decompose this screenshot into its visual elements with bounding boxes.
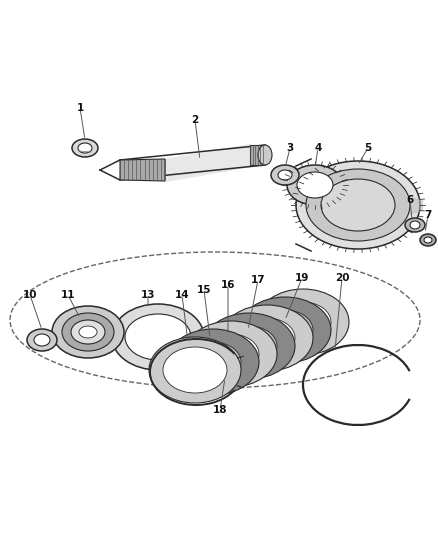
Ellipse shape bbox=[278, 170, 292, 180]
Text: 15: 15 bbox=[197, 285, 211, 295]
Ellipse shape bbox=[167, 329, 259, 395]
Ellipse shape bbox=[71, 320, 105, 344]
Text: 18: 18 bbox=[213, 405, 227, 415]
Ellipse shape bbox=[112, 304, 204, 370]
Ellipse shape bbox=[239, 297, 331, 363]
Ellipse shape bbox=[52, 306, 124, 358]
Ellipse shape bbox=[306, 169, 410, 241]
Ellipse shape bbox=[27, 329, 57, 351]
Ellipse shape bbox=[185, 342, 241, 382]
Ellipse shape bbox=[257, 289, 349, 355]
Text: 6: 6 bbox=[406, 195, 413, 205]
Ellipse shape bbox=[410, 221, 420, 229]
Text: 4: 4 bbox=[314, 143, 321, 153]
Ellipse shape bbox=[185, 321, 277, 387]
Text: 5: 5 bbox=[364, 143, 371, 153]
Ellipse shape bbox=[72, 139, 98, 157]
Ellipse shape bbox=[79, 326, 97, 338]
Text: 20: 20 bbox=[335, 273, 349, 283]
Ellipse shape bbox=[221, 305, 313, 371]
Ellipse shape bbox=[287, 165, 343, 205]
Ellipse shape bbox=[271, 165, 299, 185]
Ellipse shape bbox=[420, 234, 436, 246]
Text: 2: 2 bbox=[191, 115, 198, 125]
Ellipse shape bbox=[149, 337, 241, 403]
Text: 19: 19 bbox=[295, 273, 309, 283]
Ellipse shape bbox=[296, 161, 420, 249]
Text: 7: 7 bbox=[424, 210, 432, 220]
Text: 11: 11 bbox=[61, 290, 75, 300]
Ellipse shape bbox=[203, 334, 259, 374]
Text: 16: 16 bbox=[221, 280, 235, 290]
Text: 17: 17 bbox=[251, 275, 265, 285]
Ellipse shape bbox=[203, 313, 295, 379]
Ellipse shape bbox=[297, 172, 333, 198]
Ellipse shape bbox=[125, 314, 191, 360]
Text: 3: 3 bbox=[286, 143, 293, 153]
Ellipse shape bbox=[62, 313, 114, 351]
Ellipse shape bbox=[275, 302, 331, 342]
Ellipse shape bbox=[257, 310, 313, 350]
Ellipse shape bbox=[163, 347, 227, 393]
Text: 10: 10 bbox=[23, 290, 37, 300]
Ellipse shape bbox=[321, 179, 395, 231]
Text: 1: 1 bbox=[76, 103, 84, 113]
Polygon shape bbox=[120, 159, 165, 181]
Ellipse shape bbox=[405, 218, 425, 232]
Text: 14: 14 bbox=[175, 290, 189, 300]
Polygon shape bbox=[250, 145, 263, 165]
Ellipse shape bbox=[78, 143, 92, 153]
Ellipse shape bbox=[424, 237, 432, 243]
Ellipse shape bbox=[258, 145, 272, 165]
Text: 13: 13 bbox=[141, 290, 155, 300]
Ellipse shape bbox=[221, 326, 277, 366]
Ellipse shape bbox=[239, 318, 295, 358]
Ellipse shape bbox=[34, 334, 50, 346]
